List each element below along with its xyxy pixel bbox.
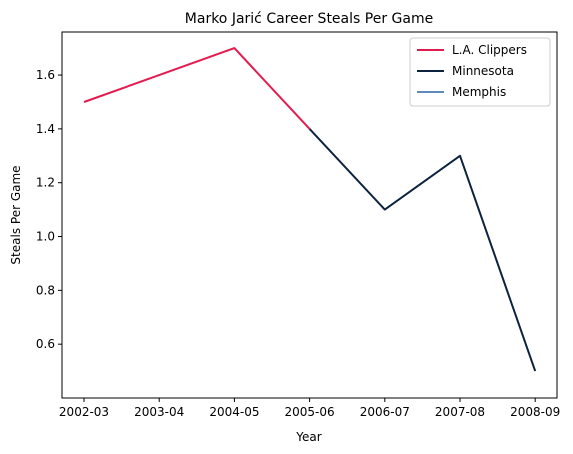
- legend-label-memphis: Memphis: [452, 85, 506, 99]
- y-tick-label: 1.6: [36, 68, 55, 82]
- y-tick-label: 1.4: [36, 122, 55, 136]
- y-axis: 0.6 0.8 1.0 1.2 1.4 1.6: [36, 68, 62, 351]
- legend-frame: [409, 37, 551, 107]
- x-tick-label: 2008-09: [510, 405, 560, 419]
- series-layer: [83, 47, 537, 372]
- legend-label-l-a-clippers: L.A. Clippers: [452, 43, 527, 57]
- x-axis: 2002-03 2003-04 2004-05 2005-06 2006-07 2007-…: [59, 398, 560, 419]
- x-tick-label: 2005-06: [285, 405, 335, 419]
- y-axis-label: Steals Per Game: [9, 165, 23, 264]
- y-tick-label: 0.6: [36, 337, 55, 351]
- series-line-l-a-clippers: [83, 47, 311, 130]
- series-line-minnesota: [308, 128, 537, 372]
- legend: L.A. Clippers Minnesota Memphis: [409, 37, 551, 107]
- legend-items: L.A. Clippers Minnesota Memphis: [417, 43, 527, 99]
- chart-title: Marko Jarić Career Steals Per Game: [185, 11, 433, 27]
- legend-label-minnesota: Minnesota: [452, 64, 514, 78]
- x-tick-label: 2003-04: [134, 405, 184, 419]
- x-axis-label: Year: [295, 430, 321, 444]
- x-tick-label: 2002-03: [59, 405, 109, 419]
- y-tick-label: 0.8: [36, 283, 55, 297]
- x-tick-label: 2007-08: [435, 405, 485, 419]
- y-tick-label: 1.0: [36, 230, 55, 244]
- y-tick-label: 1.2: [36, 176, 55, 190]
- plot-area: 2002-03 2003-04 2004-05 2005-06 2006-07 2007-…: [36, 31, 560, 419]
- x-tick-label: 2004-05: [209, 405, 259, 419]
- x-tick-label: 2006-07: [360, 405, 410, 419]
